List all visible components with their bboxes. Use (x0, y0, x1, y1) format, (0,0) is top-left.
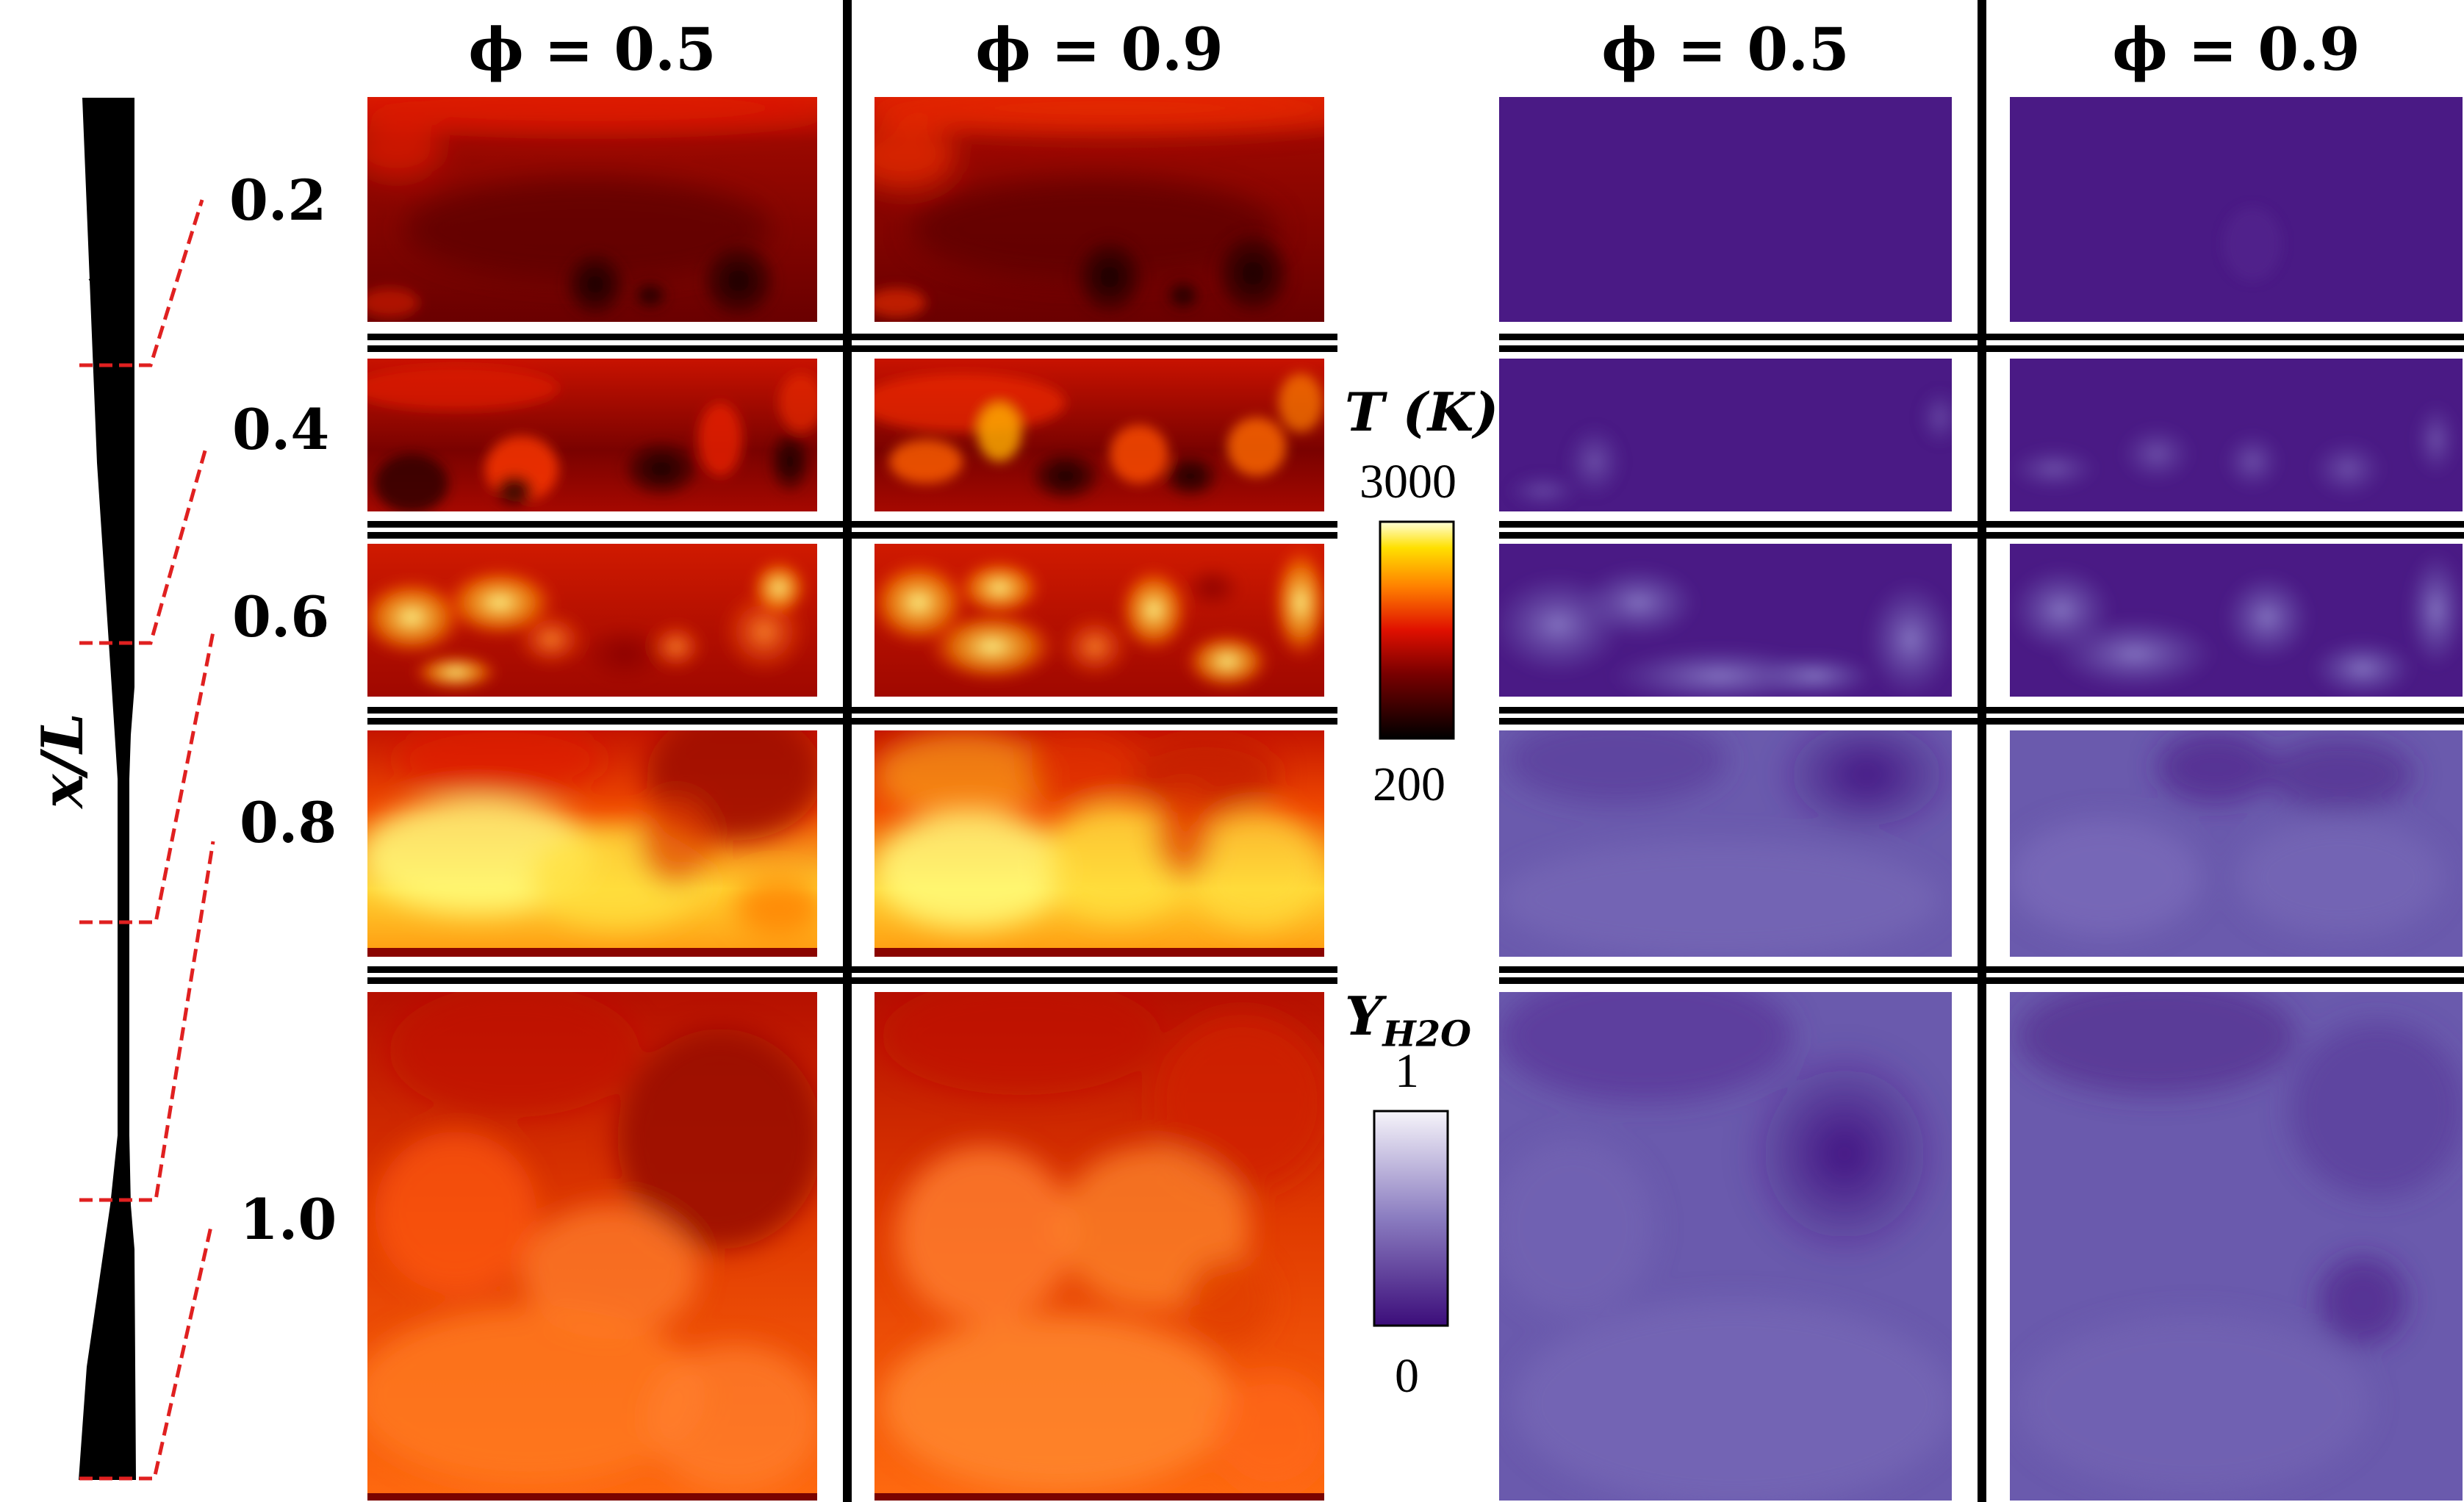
temperature-colorbar-min: 200 (1373, 758, 1445, 811)
temperature-colorbar-max: 3000 (1359, 455, 1457, 509)
station-label-2: 0.4 (232, 397, 330, 462)
h2o-title-main: Y (1345, 985, 1383, 1047)
header-text: ϕ = 0.5 (468, 15, 716, 84)
header-h2o-phi-05: ϕ = 0.5 (1499, 15, 1952, 84)
h2o-colorbar-min: 0 (1395, 1349, 1419, 1403)
grid-dividers (367, 0, 2464, 1502)
header-text: ϕ = 0.9 (2112, 15, 2360, 84)
axis-label-x-over-l: x/L (29, 713, 96, 808)
h2o-panels-phi-09 (2010, 97, 2463, 1501)
station-label-1: 0.2 (229, 168, 327, 233)
station-label-3: 0.6 (232, 584, 330, 650)
h2o-colorbar-max: 1 (1395, 1044, 1419, 1098)
header-temp-phi-05: ϕ = 0.5 (367, 15, 817, 84)
h2o-colorbar (1373, 1110, 1449, 1327)
axis-label-text: x/L (29, 713, 96, 808)
header-temp-phi-09: ϕ = 0.9 (874, 15, 1324, 84)
temperature-colorbar (1379, 520, 1455, 740)
nozzle-profile (79, 98, 136, 1480)
h2o-colorbar-title: YH2O (1345, 985, 1471, 1054)
header-text: ϕ = 0.5 (1601, 15, 1850, 84)
h2o-panels-phi-05 (1499, 97, 1952, 1501)
temp-panels-phi-09 (874, 97, 1324, 1501)
station-label-4: 0.8 (240, 790, 337, 855)
h2o-title-subscript: H2O (1382, 1013, 1471, 1055)
station-guides (79, 199, 215, 1481)
header-h2o-phi-09: ϕ = 0.9 (2010, 15, 2463, 84)
temp-panels-phi-05 (367, 97, 817, 1501)
station-label-5: 1.0 (240, 1187, 337, 1252)
temperature-colorbar-title: T (K) (1345, 381, 1499, 443)
header-text: ϕ = 0.9 (975, 15, 1224, 84)
